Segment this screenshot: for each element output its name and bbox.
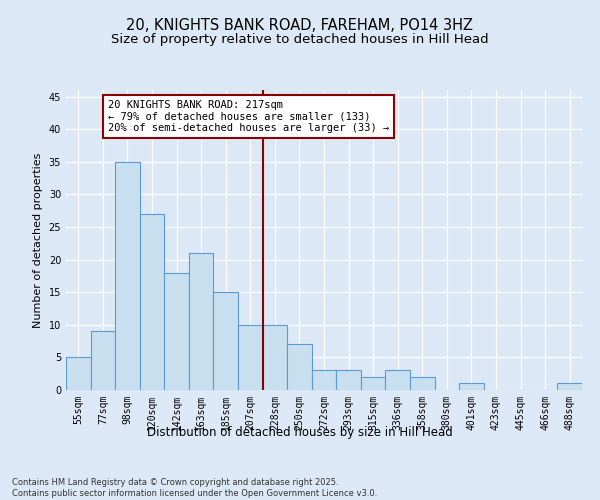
Bar bbox=[263, 325, 287, 390]
Bar bbox=[459, 384, 484, 390]
Bar bbox=[410, 377, 434, 390]
Bar bbox=[287, 344, 312, 390]
Bar bbox=[361, 377, 385, 390]
Bar bbox=[214, 292, 238, 390]
Bar bbox=[336, 370, 361, 390]
Bar bbox=[557, 384, 582, 390]
Text: Size of property relative to detached houses in Hill Head: Size of property relative to detached ho… bbox=[111, 32, 489, 46]
Bar bbox=[238, 325, 263, 390]
Text: 20 KNIGHTS BANK ROAD: 217sqm
← 79% of detached houses are smaller (133)
20% of s: 20 KNIGHTS BANK ROAD: 217sqm ← 79% of de… bbox=[108, 100, 389, 133]
Bar bbox=[189, 253, 214, 390]
Text: Contains HM Land Registry data © Crown copyright and database right 2025.
Contai: Contains HM Land Registry data © Crown c… bbox=[12, 478, 377, 498]
Bar bbox=[66, 358, 91, 390]
Bar bbox=[91, 332, 115, 390]
Text: Distribution of detached houses by size in Hill Head: Distribution of detached houses by size … bbox=[147, 426, 453, 439]
Bar bbox=[140, 214, 164, 390]
Bar bbox=[312, 370, 336, 390]
Y-axis label: Number of detached properties: Number of detached properties bbox=[33, 152, 43, 328]
Bar bbox=[115, 162, 140, 390]
Bar bbox=[164, 272, 189, 390]
Text: 20, KNIGHTS BANK ROAD, FAREHAM, PO14 3HZ: 20, KNIGHTS BANK ROAD, FAREHAM, PO14 3HZ bbox=[127, 18, 473, 32]
Bar bbox=[385, 370, 410, 390]
